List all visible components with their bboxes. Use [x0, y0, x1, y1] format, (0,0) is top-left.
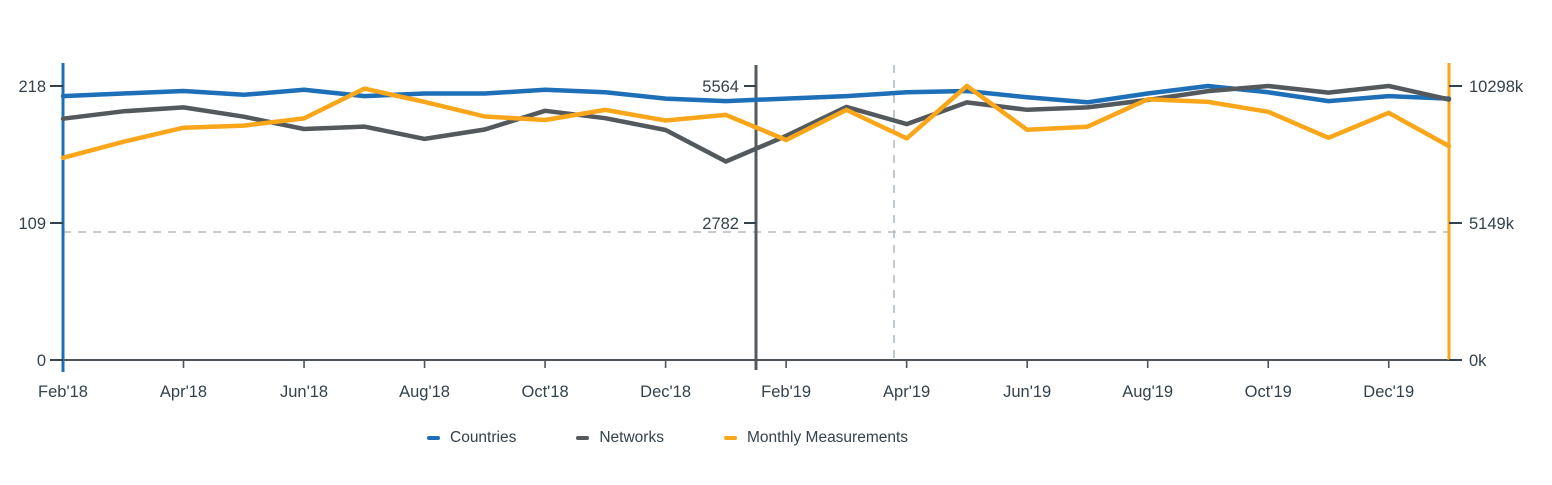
- middle-y-tick-label: 5564: [702, 78, 739, 96]
- legend-label-monthly-measurements: Monthly Measurements: [746, 429, 909, 446]
- legend-item-monthly-measurements[interactable]: Monthly Measurements: [723, 429, 909, 447]
- left-y-tick-label: 0: [37, 352, 46, 370]
- legend-label-countries: Countries: [450, 429, 517, 446]
- networks-line[interactable]: [60, 83, 1452, 164]
- x-tick-label: Jun'19: [1003, 383, 1051, 401]
- x-tick-label: Apr'19: [883, 383, 930, 401]
- x-tick-label: Aug'19: [1122, 383, 1173, 401]
- monthly-measurements-line[interactable]: [60, 83, 1452, 161]
- legend-item-countries[interactable]: Countries: [427, 429, 516, 447]
- chart-legend: Countries Networks Monthly Measurements: [427, 429, 908, 447]
- countries-line[interactable]: [60, 83, 1452, 105]
- x-tick-label: Feb'19: [761, 383, 811, 401]
- x-tick-label: Oct'18: [522, 383, 569, 401]
- middle-y-tick-label: 2782: [702, 215, 739, 233]
- left-y-tick-label: 109: [18, 215, 46, 233]
- legend-item-networks[interactable]: Networks: [576, 429, 664, 447]
- right-y-tick-label: 5149k: [1469, 215, 1515, 233]
- x-tick-label: Aug'18: [399, 383, 450, 401]
- x-tick-label: Oct'19: [1245, 383, 1292, 401]
- networks-swatch-icon: [576, 436, 590, 440]
- left-y-tick-label: 218: [18, 78, 46, 96]
- countries-swatch-icon: [427, 436, 440, 440]
- legend-label-networks: Networks: [599, 429, 664, 446]
- x-tick-label: Jun'18: [280, 383, 328, 401]
- x-tick-label: Dec'19: [1363, 383, 1414, 401]
- right-y-tick-label: 0k: [1469, 352, 1487, 370]
- x-tick-label: Dec'18: [640, 383, 691, 401]
- monthly-measurements-swatch-icon: [723, 436, 737, 440]
- x-tick-label: Feb'18: [38, 383, 88, 401]
- x-tick-label: Apr'18: [160, 383, 207, 401]
- right-y-tick-label: 10298k: [1469, 78, 1524, 96]
